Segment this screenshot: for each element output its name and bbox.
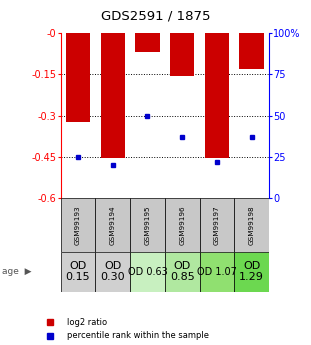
FancyBboxPatch shape	[234, 198, 269, 252]
FancyBboxPatch shape	[61, 198, 95, 252]
FancyBboxPatch shape	[165, 198, 200, 252]
FancyBboxPatch shape	[61, 252, 95, 292]
FancyBboxPatch shape	[165, 252, 200, 292]
Bar	[205, 33, 229, 158]
FancyBboxPatch shape	[130, 252, 165, 292]
FancyBboxPatch shape	[130, 198, 165, 252]
Text: OD 0.63: OD 0.63	[128, 267, 167, 277]
Text: GSM99197: GSM99197	[214, 205, 220, 245]
Text: GSM99193: GSM99193	[75, 205, 81, 245]
Text: percentile rank within the sample: percentile rank within the sample	[67, 332, 209, 341]
Text: GSM99194: GSM99194	[110, 205, 116, 245]
Text: log2 ratio: log2 ratio	[67, 318, 107, 327]
FancyBboxPatch shape	[234, 252, 269, 292]
Text: GSM99196: GSM99196	[179, 205, 185, 245]
Bar	[100, 33, 125, 158]
Bar	[135, 33, 160, 52]
Text: OD
0.85: OD 0.85	[170, 261, 195, 283]
Text: OD
0.30: OD 0.30	[100, 261, 125, 283]
Text: age  ▶: age ▶	[2, 267, 31, 276]
Text: GDS2591 / 1875: GDS2591 / 1875	[101, 9, 210, 22]
Bar	[66, 33, 90, 122]
Text: GSM99195: GSM99195	[145, 205, 151, 245]
Text: OD
1.29: OD 1.29	[239, 261, 264, 283]
Bar	[170, 33, 194, 76]
Text: GSM99198: GSM99198	[249, 205, 255, 245]
FancyBboxPatch shape	[95, 198, 130, 252]
FancyBboxPatch shape	[95, 252, 130, 292]
FancyBboxPatch shape	[200, 198, 234, 252]
Text: OD 1.07: OD 1.07	[197, 267, 237, 277]
Bar	[239, 33, 264, 69]
FancyBboxPatch shape	[200, 252, 234, 292]
Text: OD
0.15: OD 0.15	[66, 261, 90, 283]
